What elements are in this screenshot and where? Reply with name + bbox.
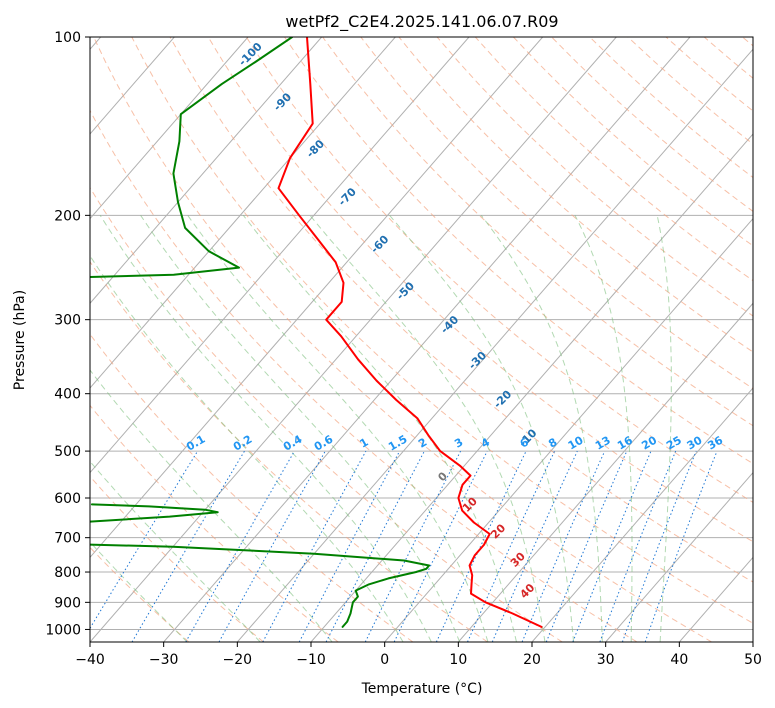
- y-tick-label: 600: [54, 491, 81, 507]
- moist-adiabat-line: [99, 215, 432, 642]
- y-tick-label: 700: [54, 531, 81, 547]
- isotherm-line: [90, 37, 396, 389]
- dry-adiabat-line: [90, 404, 339, 642]
- x-tick-label: 40: [670, 652, 688, 668]
- isotherm-line: [531, 387, 753, 642]
- mixing-ratio-line: [218, 450, 326, 642]
- isotherm-line: [457, 302, 753, 642]
- moist-adiabat-line: [309, 214, 546, 642]
- x-tick-label: 50: [744, 652, 762, 668]
- mixing-ratio-line: [644, 450, 718, 642]
- isotherm-line: [384, 217, 753, 642]
- moist-adiabat-line: [140, 215, 461, 642]
- mixing-ratio-line: [262, 450, 367, 642]
- isotherm-line: [90, 37, 544, 559]
- plot-frame: [89, 36, 754, 643]
- chart-title: wetPf2_C2E4.2025.141.06.07.R09: [285, 12, 558, 32]
- moist-adiabat-line: [389, 214, 575, 642]
- isotherm-line: [163, 37, 691, 642]
- x-tick-label: 10: [449, 652, 467, 668]
- dry-adiabat-line: [90, 333, 414, 642]
- profile-curve-3: [90, 543, 431, 628]
- mixing-ratio-line: [90, 450, 199, 630]
- profile-curve-1: [90, 37, 294, 278]
- moist-adiabat-line: [90, 254, 404, 642]
- moist-adiabat-line: [242, 214, 517, 642]
- y-tick-label: 500: [54, 444, 81, 460]
- sounding-profiles: [90, 37, 543, 628]
- y-tick-label: 300: [54, 313, 81, 329]
- dry-adiabat-line: [131, 37, 753, 624]
- y-tick-label: 800: [54, 565, 81, 581]
- y-tick-label: 400: [54, 387, 81, 403]
- x-tick-label: 0: [380, 652, 389, 668]
- dry-adiabat-line: [436, 37, 753, 317]
- dry-adiabat-line: [93, 37, 712, 642]
- y-axis-ticks: 100 200 300 400 500 600 700 800 900 1000: [45, 30, 90, 638]
- x-tick-label: 20: [523, 652, 541, 668]
- dry-adiabat-line: [169, 37, 753, 583]
- y-tick-label: 1000: [45, 622, 81, 638]
- mixing-ratio-line: [572, 450, 652, 642]
- moist-adiabat-line: [574, 215, 633, 642]
- moist-adiabat-line: [90, 369, 333, 642]
- dry-adiabat-line: [207, 37, 753, 543]
- mixing-ratio-line: [364, 450, 462, 642]
- x-axis-ticks: −40 −30 −20 −10 0 10 20 30 40 50: [75, 642, 762, 668]
- x-tick-label: −20: [223, 652, 253, 668]
- isotherm-line: [90, 37, 617, 642]
- profile-curve-0: [277, 37, 543, 628]
- profile-curve-2: [90, 503, 219, 523]
- mixing-ratio-lines: [90, 450, 718, 642]
- x-axis-label: Temperature (°C): [361, 681, 483, 697]
- x-tick-label: −30: [149, 652, 179, 668]
- x-tick-label: −40: [75, 652, 105, 668]
- dry-adiabat-line: [398, 37, 753, 353]
- dry-adiabat-line: [90, 186, 563, 642]
- moist-adiabat-line: [480, 214, 603, 642]
- mixing-ratio-line: [521, 450, 606, 642]
- isotherm-line: [90, 37, 249, 220]
- moist-adiabat-line: [656, 215, 672, 642]
- mixing-ratio-line: [491, 450, 578, 642]
- isotherm-line: [605, 471, 753, 642]
- isotherm-line: [90, 37, 470, 474]
- dry-adiabat-line: [245, 37, 753, 503]
- dry-adiabat-line: [90, 475, 264, 642]
- mixing-ratio-line: [298, 450, 401, 642]
- dry-adiabat-line: [90, 260, 488, 642]
- x-tick-label: −10: [296, 652, 326, 668]
- isotherm-line: [236, 48, 753, 642]
- x-tick-label: 30: [597, 652, 615, 668]
- isotherm-grid: [90, 37, 753, 642]
- isotherm-line: [90, 37, 323, 305]
- mixing-ratio-line: [621, 450, 697, 642]
- dry-adiabat-line: [90, 546, 190, 642]
- y-tick-label: 100: [54, 30, 81, 46]
- y-tick-label: 200: [54, 208, 81, 224]
- mixing-ratio-line: [599, 450, 677, 642]
- y-tick-label: 900: [54, 595, 81, 611]
- y-axis-label: Pressure (hPa): [12, 290, 28, 390]
- mixing-ratio-line: [545, 450, 628, 642]
